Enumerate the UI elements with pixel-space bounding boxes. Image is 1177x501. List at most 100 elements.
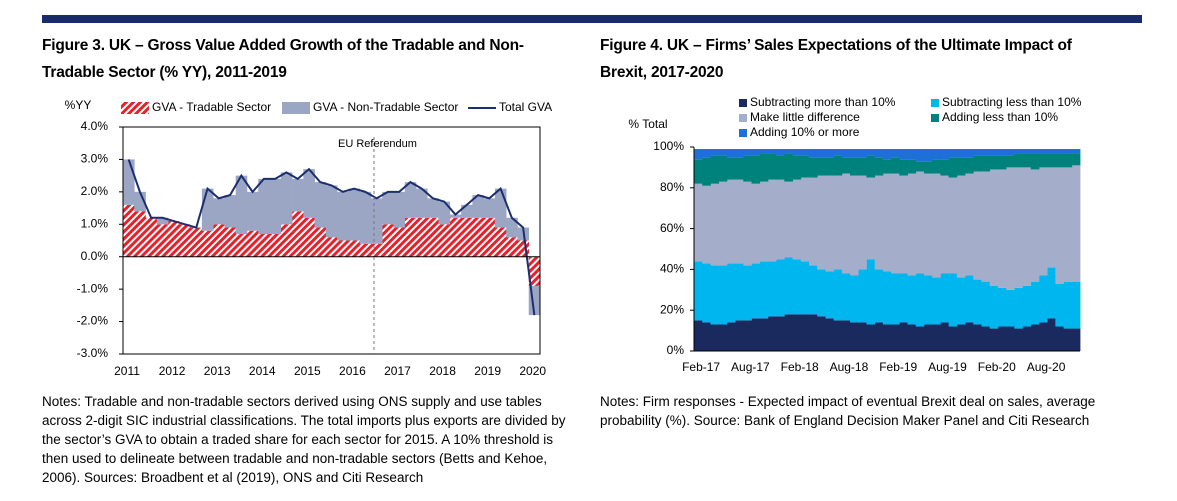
area-segment xyxy=(1022,149,1032,154)
y-tick-label: 0% xyxy=(667,343,685,357)
area-segment xyxy=(907,324,917,351)
notes: Notes: Tradable and non-tradable sectors… xyxy=(42,394,566,485)
y-tick-label: -2.0% xyxy=(77,314,109,328)
area-segment xyxy=(718,149,728,156)
area-segment xyxy=(1071,153,1081,166)
area-segment xyxy=(726,322,736,351)
area-segment xyxy=(751,149,761,156)
bar xyxy=(123,159,135,205)
area-segment xyxy=(923,149,933,162)
area-segment xyxy=(965,322,974,351)
bar xyxy=(449,214,462,218)
area-segment xyxy=(1047,267,1056,319)
legend-label: Subtracting more than 10% xyxy=(750,95,896,109)
bar xyxy=(246,230,259,257)
legend-swatch xyxy=(739,114,747,122)
bar xyxy=(213,198,225,225)
y-tick-label: 0.0% xyxy=(81,249,109,263)
area-segment xyxy=(882,159,892,174)
area-segment xyxy=(759,261,769,319)
area-segment xyxy=(1006,149,1015,156)
chart-gva: %YY 4.0% 3.0% 2.0% 1.0% 0.0% -1.0% -2.0% -3.0% GV… xyxy=(65,98,552,378)
bar xyxy=(168,221,180,257)
x-tick-label: 2015 xyxy=(294,364,321,378)
bar xyxy=(213,224,225,257)
area-segment xyxy=(776,179,785,260)
area-segment xyxy=(965,149,974,158)
area-segment xyxy=(981,149,991,156)
bar xyxy=(269,178,282,235)
area-segment xyxy=(850,175,859,276)
area-segment xyxy=(866,177,876,260)
area-segment xyxy=(817,316,826,351)
x-tick-label: 2011 xyxy=(114,364,140,378)
area-segment xyxy=(1014,149,1023,154)
area-segment xyxy=(899,175,908,274)
legend-swatch xyxy=(739,129,747,137)
bar xyxy=(325,185,338,238)
y-tick-label: 40% xyxy=(660,262,684,276)
bar xyxy=(348,188,360,241)
bar xyxy=(359,191,372,244)
area-segment xyxy=(1038,322,1048,351)
area-segment xyxy=(702,149,711,158)
plot-frame xyxy=(122,126,541,355)
area-segment xyxy=(882,324,892,351)
x-tick-label: 2020 xyxy=(519,364,546,378)
legend-swatch xyxy=(931,99,939,107)
x-tick-label: Aug-18 xyxy=(830,360,869,374)
y-tick-label: 100% xyxy=(653,139,684,153)
bar xyxy=(370,243,383,257)
area-segment xyxy=(743,149,752,156)
area-segment xyxy=(841,157,851,174)
bar xyxy=(483,217,496,257)
area-segment xyxy=(965,173,974,276)
bar xyxy=(506,217,518,238)
y-axis-label: % Total xyxy=(628,117,667,131)
y-tick-label: 20% xyxy=(660,302,684,316)
bar xyxy=(393,227,406,257)
area-segment xyxy=(800,177,810,262)
bar xyxy=(303,217,315,257)
area-segment xyxy=(997,149,1007,156)
bar xyxy=(382,191,394,225)
area-segment xyxy=(702,322,711,351)
area-segment xyxy=(1022,285,1032,327)
bar xyxy=(517,240,530,257)
area-segment xyxy=(1055,149,1064,154)
area-segment xyxy=(899,159,908,176)
area-segment xyxy=(767,153,777,180)
area-segment xyxy=(1014,328,1023,351)
bar xyxy=(404,182,417,218)
area-segment xyxy=(932,324,941,351)
area-segment xyxy=(1030,169,1040,282)
area-segment xyxy=(808,314,818,351)
area-segment xyxy=(1063,328,1073,351)
area-segment xyxy=(899,149,908,160)
area-segment xyxy=(702,157,711,186)
legend-label: Subtracting less than 10% xyxy=(942,95,1082,109)
area-segment xyxy=(1038,153,1048,168)
x-tick-label: Aug-20 xyxy=(1027,360,1066,374)
bar xyxy=(337,240,349,257)
area-segment xyxy=(710,155,720,184)
area-segment xyxy=(1006,289,1015,327)
area-segment xyxy=(915,171,925,274)
area-segment xyxy=(825,175,835,272)
area-segment xyxy=(825,157,835,176)
area-segment xyxy=(1022,167,1032,286)
area-segment xyxy=(784,314,793,351)
area-segment xyxy=(792,314,802,351)
area-segment xyxy=(759,149,769,154)
bar xyxy=(156,217,169,225)
area-segment xyxy=(899,322,908,351)
area-segment xyxy=(956,149,966,158)
bar xyxy=(123,204,135,257)
area-segment xyxy=(833,149,843,156)
area-segment xyxy=(726,179,736,264)
area-segment xyxy=(891,273,900,325)
x-tick-label: Feb-17 xyxy=(682,360,720,374)
area-segment xyxy=(1071,165,1081,282)
area-segment xyxy=(1055,167,1064,284)
